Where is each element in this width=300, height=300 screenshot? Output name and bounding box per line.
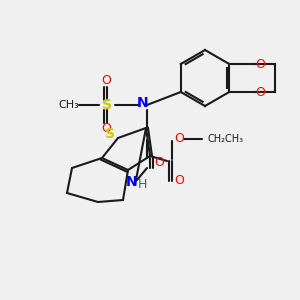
Text: O: O <box>154 157 164 169</box>
Text: N: N <box>126 175 138 189</box>
Text: CH₂CH₃: CH₂CH₃ <box>207 134 243 144</box>
Text: H: H <box>137 178 147 190</box>
Text: N: N <box>137 96 149 110</box>
Text: S: S <box>102 98 112 112</box>
Text: CH₃: CH₃ <box>58 100 80 110</box>
Text: O: O <box>101 122 111 136</box>
Text: O: O <box>174 133 184 146</box>
Text: S: S <box>105 127 115 141</box>
Text: O: O <box>255 58 265 70</box>
Text: O: O <box>255 85 265 98</box>
Text: O: O <box>174 175 184 188</box>
Text: O: O <box>101 74 111 88</box>
